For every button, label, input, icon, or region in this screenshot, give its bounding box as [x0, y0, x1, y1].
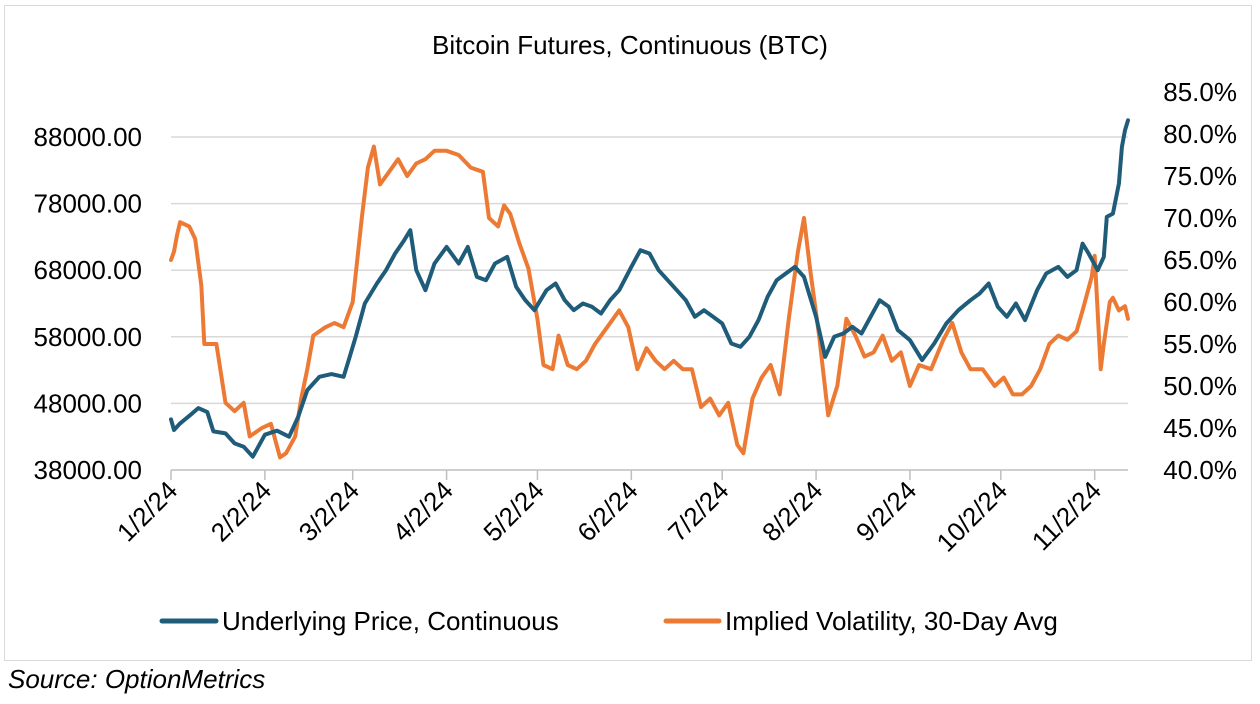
right-tick-label: 70.0% — [1163, 203, 1237, 233]
left-tick-label: 88000.00 — [34, 122, 142, 152]
right-tick-label: 65.0% — [1163, 245, 1237, 275]
x-tick-label: 11/2/24 — [1026, 475, 1107, 556]
x-tick-label: 1/2/24 — [111, 475, 183, 547]
x-tick-label: 8/2/24 — [756, 475, 828, 547]
legend-label-price: Underlying Price, Continuous — [222, 606, 559, 636]
x-tick-label: 5/2/24 — [477, 475, 549, 547]
chart-title: Bitcoin Futures, Continuous (BTC) — [432, 30, 828, 60]
left-tick-label: 68000.00 — [34, 255, 142, 285]
left-tick-label: 38000.00 — [34, 455, 142, 485]
series-line-volatility — [169, 144, 1130, 460]
right-tick-label: 55.0% — [1163, 329, 1237, 359]
x-tick-label: 3/2/24 — [293, 475, 365, 547]
x-tick-label: 10/2/24 — [930, 475, 1013, 558]
series-layer — [169, 118, 1130, 460]
legend-label-vol: Implied Volatility, 30-Day Avg — [725, 606, 1058, 636]
grid-lines — [171, 136, 1128, 471]
legend: Underlying Price, Continuous Implied Vol… — [159, 606, 1058, 636]
right-tick-label: 75.0% — [1163, 161, 1237, 191]
x-tick-label: 4/2/24 — [386, 475, 458, 547]
right-tick-label: 85.0% — [1163, 77, 1237, 107]
x-tick-label: 7/2/24 — [662, 475, 734, 547]
right-tick-label: 40.0% — [1163, 455, 1237, 485]
right-tick-label: 50.0% — [1163, 371, 1237, 401]
right-tick-label: 45.0% — [1163, 413, 1237, 443]
left-tick-label: 58000.00 — [34, 322, 142, 352]
right-tick-label: 60.0% — [1163, 287, 1237, 317]
right-tick-label: 80.0% — [1163, 119, 1237, 149]
right-axis-ticks: 40.0% 45.0% 50.0% 55.0% 60.0% 65.0% 70.0% 75.0%… — [1163, 77, 1237, 485]
left-tick-label: 48000.00 — [34, 388, 142, 418]
x-tick-label: 2/2/24 — [205, 475, 277, 547]
series-line-price — [169, 118, 1130, 459]
x-axis: 1/2/24 2/2/24 3/2/24 4/2/24 5/2/24 6/2/24 7/2/… — [111, 470, 1107, 558]
x-tick-label: 9/2/24 — [850, 475, 922, 547]
x-tick-label: 6/2/24 — [571, 475, 643, 547]
source-note: Source: OptionMetrics — [8, 664, 266, 694]
left-tick-label: 78000.00 — [34, 189, 142, 219]
left-axis-ticks: 38000.00 48000.00 58000.00 68000.00 78000.00… — [34, 122, 142, 485]
